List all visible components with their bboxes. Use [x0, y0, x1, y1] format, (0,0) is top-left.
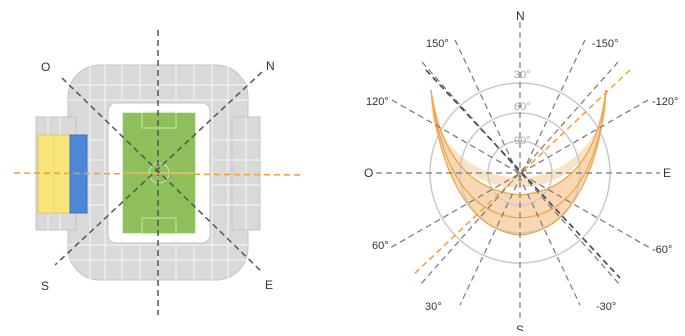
azimuth-60: 60° — [372, 240, 389, 252]
radial-lines — [376, 22, 660, 320]
stadium-label-south: S — [41, 279, 49, 293]
stadium-axes — [13, 30, 301, 315]
stadium-label-north: N — [266, 59, 275, 73]
compass-east: E — [663, 166, 671, 180]
ring-label-90: 90° — [514, 135, 531, 147]
axis-o-e — [61, 77, 263, 273]
azimuth-minus-30: -30° — [596, 301, 616, 313]
azimuth-minus-60: -60° — [652, 244, 672, 256]
compass-south: S — [516, 323, 524, 331]
stadium-label-east: E — [265, 278, 273, 292]
azimuth-150: 150° — [426, 38, 449, 50]
compass-north: N — [516, 9, 525, 23]
ring-label-30: 30° — [514, 69, 531, 81]
sunpath-svg: N E S O 150° -150° 120° -120° 60° -60° 3… — [364, 9, 678, 336]
azimuth-120: 120° — [366, 96, 389, 108]
azimuth-minus-150: -150° — [592, 38, 618, 50]
sunpath-diagram: N E S O 150° -150° 120° -120° 60° -60° 3… — [330, 0, 685, 336]
stadium-svg: O N S E — [13, 30, 301, 315]
stadium-diagram: O N S E — [0, 0, 320, 331]
stadium-label-west: O — [41, 60, 50, 74]
azimuth-minus-120: -120° — [652, 96, 678, 108]
axis-orange — [13, 172, 301, 176]
dark-axis — [425, 69, 621, 279]
axis-n-s — [54, 71, 263, 266]
ring-label-60: 60° — [514, 101, 531, 113]
compass-west: O — [364, 166, 373, 180]
azimuth-30: 30° — [425, 301, 442, 313]
